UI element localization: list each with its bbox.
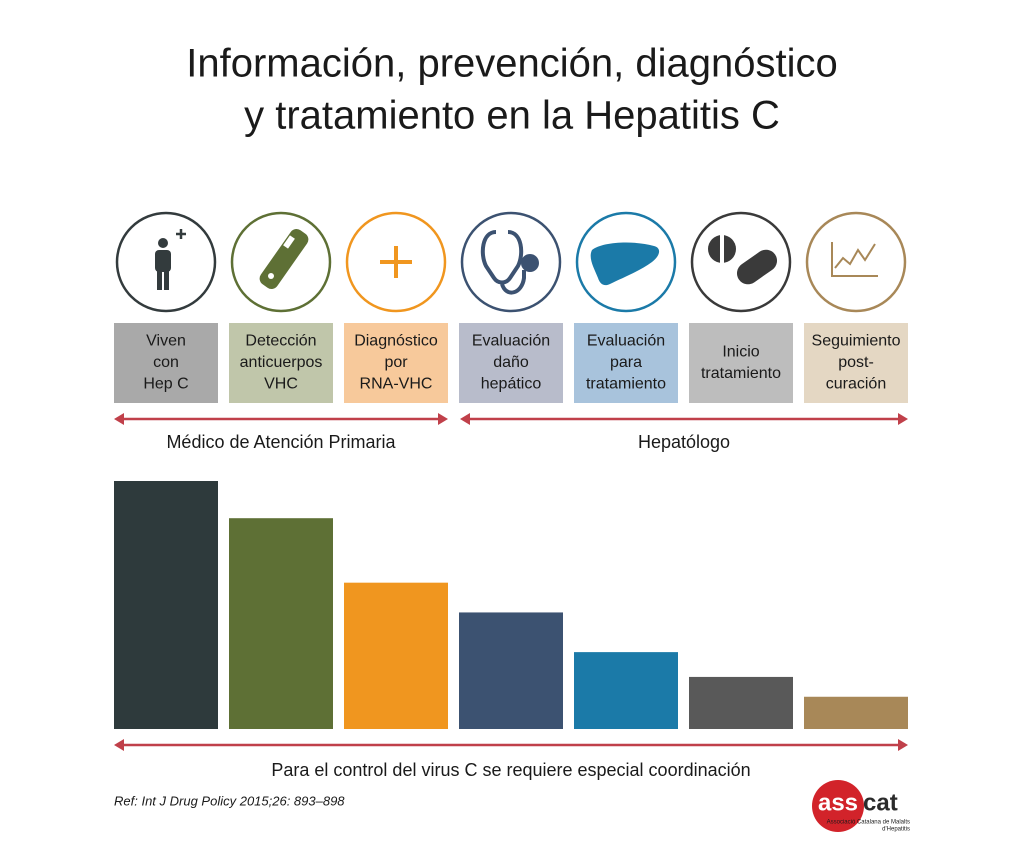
logo-circle: [812, 780, 864, 832]
icon-pills: [708, 234, 778, 285]
arrow-head: [460, 413, 470, 425]
bar: [114, 481, 218, 729]
stage-box: [574, 323, 678, 403]
icon-chart: [831, 242, 878, 277]
arrow-head: [114, 739, 124, 751]
logo-text: cat: [863, 789, 898, 816]
section-label: Médico de Atención Primaria: [166, 432, 396, 452]
bar: [574, 652, 678, 729]
stage-box: [459, 323, 563, 403]
stage-label: para: [610, 354, 642, 371]
icon-stethoscope: [480, 230, 539, 295]
stage-box: [229, 323, 333, 403]
stage-box: [804, 323, 908, 403]
icon-liver: [590, 242, 660, 286]
stage-label: Seguimiento: [812, 333, 901, 350]
bar: [344, 582, 448, 729]
bar: [229, 518, 333, 729]
icon-circle: [230, 211, 332, 313]
chart-title: Información, prevención, diagnóstico: [186, 42, 837, 86]
logo-text: ass: [818, 789, 858, 816]
stage-label: anticuerpos: [240, 354, 323, 371]
icon-test: [259, 228, 309, 290]
footer-note: Para el control del virus C se requiere …: [271, 760, 750, 780]
stage-label: Diagnóstico: [354, 333, 438, 350]
stage-label: RNA-VHC: [360, 376, 433, 393]
stage-label: Evaluación: [587, 333, 665, 350]
stage-label: VHC: [264, 376, 298, 393]
stage-label: por: [384, 354, 408, 371]
logo-subtitle: d'Hepatitis: [882, 827, 910, 833]
stage-label: hepático: [481, 376, 542, 393]
arrow-head: [438, 413, 448, 425]
arrow-head: [898, 413, 908, 425]
icons: [115, 211, 907, 313]
stage-label: Hep C: [143, 376, 188, 393]
bar: [804, 696, 908, 729]
icon-circle: [690, 211, 792, 313]
stage-box: [114, 323, 218, 403]
bar: [459, 612, 563, 729]
bar: [689, 676, 793, 729]
stage-box: [689, 323, 793, 403]
arrow-head: [898, 739, 908, 751]
stage-label: curación: [826, 376, 886, 393]
section-label: Hepatólogo: [638, 432, 730, 452]
icon-circle: [805, 211, 907, 313]
stage-label: daño: [493, 354, 529, 371]
stage-label: tratamiento: [701, 365, 781, 382]
icon-plus: [380, 246, 412, 278]
icon-circle: [575, 211, 677, 313]
icon-circle: [115, 211, 217, 313]
icon-circle: [345, 211, 447, 313]
stage-label: con: [153, 354, 179, 371]
arrow-head: [114, 413, 124, 425]
reference: Ref: Int J Drug Policy 2015;26: 893–898: [114, 793, 345, 808]
stage-label: Detección: [245, 333, 316, 350]
icon-circle: [460, 211, 562, 313]
stage-label: post-: [838, 354, 874, 371]
stage-label: Viven: [146, 333, 186, 350]
stage-box: [344, 323, 448, 403]
icon-person: [155, 229, 186, 290]
stage-label: Inicio: [722, 343, 759, 360]
chart-title: y tratamiento en la Hepatitis C: [244, 94, 780, 138]
stage-label: Evaluación: [472, 333, 550, 350]
logo-subtitle: Associació Catalana de Malalts: [827, 820, 910, 826]
stage-label: tratamiento: [586, 376, 666, 393]
